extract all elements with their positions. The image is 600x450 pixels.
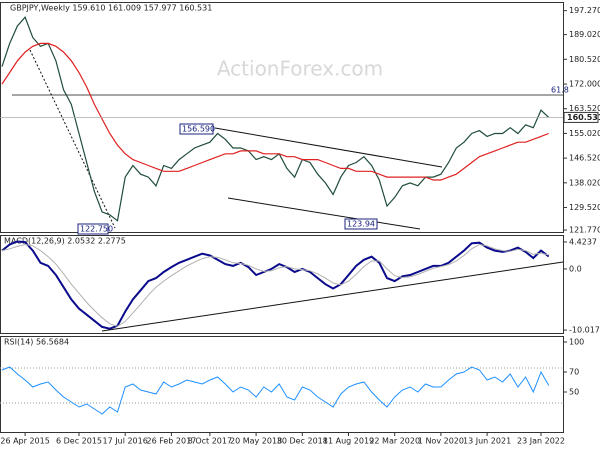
rsi-panel: [0, 336, 564, 433]
series-line: [1, 42, 549, 181]
y-tick-label: 129.520: [569, 203, 600, 212]
annotation-box: [179, 123, 214, 135]
x-tick-label: 17 Jul 2016: [103, 437, 148, 446]
y-tick-label: 155.020: [569, 129, 600, 138]
annotation: 123.94: [347, 220, 375, 229]
annotation-box: [344, 218, 378, 230]
series-line: [1, 240, 550, 330]
x-tick-label: 8 Oct 2017: [188, 437, 232, 446]
y-tick-label: 50: [569, 388, 579, 397]
x-tick-label: 1 Nov 2020: [418, 437, 464, 446]
annotation: 122.750: [80, 225, 113, 234]
trend-line: [214, 127, 443, 168]
y-tick-label: 121.770: [569, 226, 600, 235]
current-price-box: [563, 111, 599, 123]
series-line: [1, 366, 550, 415]
watermark: ActionForex.com: [217, 57, 383, 81]
series-line: [1, 16, 550, 222]
x-tick-label: 13 Jun 2021: [463, 437, 511, 446]
y-tick-label: 146.520: [569, 154, 600, 163]
y-tick-label: 197.270: [569, 6, 600, 15]
annotation: 61.8: [551, 86, 569, 95]
y-tick-label: 100: [569, 338, 584, 347]
y-tick-label: 70: [569, 368, 579, 377]
annotation: 156.590: [182, 125, 215, 134]
trend-line: [227, 197, 421, 230]
y-tick-label: 189.020: [569, 30, 600, 39]
x-tick-label: 11 Aug 2019: [323, 437, 374, 446]
x-tick-label: 26 Feb 2017: [147, 437, 197, 446]
macd-panel: [0, 235, 564, 334]
annotation-box: [77, 223, 109, 235]
x-tick-label: 30 Dec 2018: [277, 437, 328, 446]
y-tick-label: 163.520: [569, 104, 600, 113]
y-tick-label: 4.4237: [569, 237, 597, 246]
x-tick-label: 26 Apr 2015: [0, 437, 49, 446]
chart-title: GBPJPY,Weekly 159.610 161.009 157.977 16…: [10, 4, 212, 13]
y-tick-label: 0.0: [569, 264, 582, 273]
x-tick-label: 23 Jan 2022: [517, 437, 565, 446]
macd-title: MACD(12,26,9) 2.0532 2.2775: [4, 237, 126, 246]
y-tick-label: 138.020: [569, 178, 600, 187]
x-tick-label: 6 Dec 2015: [56, 437, 102, 446]
y-tick-label: 180.520: [569, 55, 600, 64]
x-tick-label: 20 May 2018: [230, 437, 282, 446]
y-tick-label: 172.000: [569, 80, 600, 89]
macd-trend-line: [101, 261, 564, 332]
x-tick-label: 22 Mar 2020: [369, 437, 420, 446]
series-line: [1, 243, 549, 327]
current-price-label: 160.531: [567, 113, 600, 122]
dotted-trend-line: [29, 49, 116, 229]
rsi-title: RSI(14) 56.5684: [4, 338, 69, 347]
